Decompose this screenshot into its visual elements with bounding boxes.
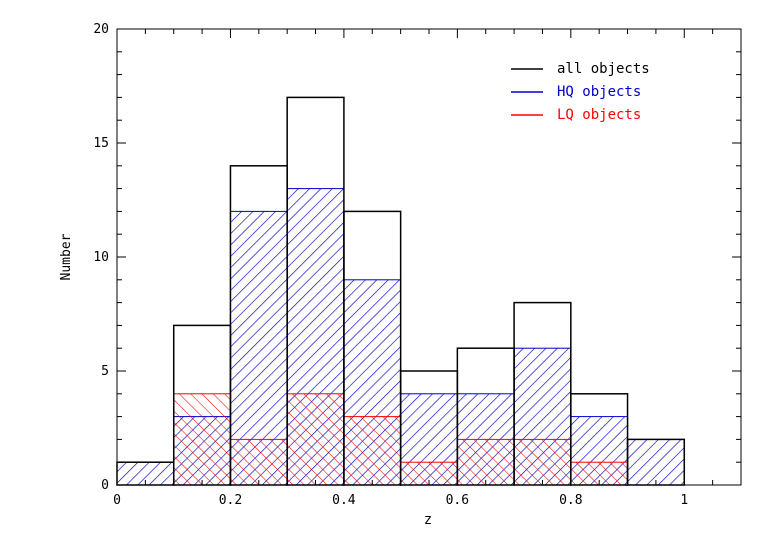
bar-LQ-objects-6: [456, 438, 515, 486]
legend-label: LQ objects: [557, 107, 641, 123]
x-axis-label: z: [424, 512, 432, 528]
y-tick-label: 10: [93, 250, 109, 265]
y-tick-label: 20: [93, 22, 109, 37]
x-tick-label: 0.4: [332, 493, 356, 508]
x-tick-label: 0.6: [446, 493, 469, 508]
x-tick-label: 0.2: [219, 493, 242, 508]
y-axis-label: Number: [59, 233, 74, 280]
bars-layer: [116, 96, 686, 486]
legend: all objects HQ objects LQ objects: [511, 61, 650, 123]
bar-LQ-objects-4: [343, 416, 402, 486]
bar-LQ-objects-1: [173, 393, 231, 486]
y-tick-label: 5: [101, 364, 109, 379]
x-tick-label: 0: [113, 493, 121, 508]
bar-HQ-objects-9: [627, 438, 685, 486]
bar-LQ-objects-7: [513, 438, 572, 486]
y-tick-label: 15: [93, 136, 109, 151]
bar-LQ-objects-3: [286, 393, 345, 486]
x-tick-label: 1: [680, 493, 688, 508]
legend-label: HQ objects: [557, 84, 641, 100]
y-tick-label: 0: [101, 478, 109, 493]
legend-label: all objects: [557, 61, 650, 77]
plot-frame: [116, 28, 742, 486]
bar-LQ-objects-2: [229, 438, 288, 486]
x-tick-label: 0.8: [559, 493, 582, 508]
